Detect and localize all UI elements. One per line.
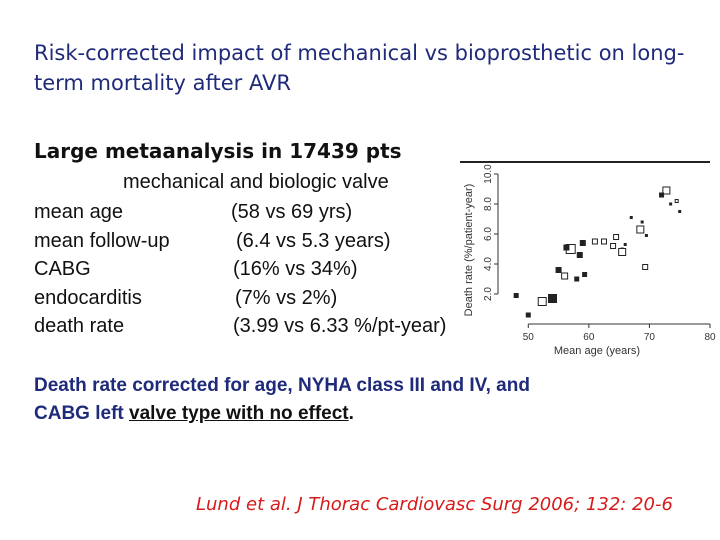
row-label-death-rate: death rate: [34, 315, 125, 337]
scatter-chart: 2.0 4.0 6.0 8.0 10.0 50 60 70 80 Death rate (%/p…: [463, 164, 716, 357]
plot-area: 2.0 4.0 6.0 8.0 10.0 50 60 70 80: [483, 164, 716, 343]
data-point: [613, 234, 620, 240]
data-point: [548, 294, 558, 303]
data-point: [644, 234, 648, 237]
data-point: [579, 240, 586, 246]
data-point: [601, 238, 607, 245]
data-point: [640, 220, 644, 224]
x-tick-label: 60: [583, 332, 595, 343]
row-value-cabg: (16% vs 34%): [233, 258, 358, 280]
row-value-mean-age: (58 vs 69 yrs): [231, 201, 353, 223]
data-point: [525, 312, 531, 318]
divider-line: [460, 161, 710, 163]
data-point: [629, 216, 633, 219]
conclusion-period: .: [348, 403, 354, 424]
data-point: [678, 210, 682, 213]
data-point: [513, 293, 519, 298]
citation: Lund et al. J Thorac Cardiovasc Surg 200…: [196, 494, 673, 515]
data-point: [623, 243, 627, 246]
conclusion-emphasis: valve type with no effect: [129, 403, 349, 424]
data-point: [591, 238, 598, 245]
row-value-follow-up: (6.4 vs 5.3 years): [236, 230, 391, 252]
row-label-endocarditis: endocarditis: [34, 287, 142, 309]
x-tick-label: 50: [523, 332, 535, 343]
y-tick-label: 4.0: [483, 257, 494, 271]
conclusion-text: Death rate corrected for age, NYHA class…: [34, 372, 704, 428]
conclusion-part-2: CABG left: [34, 403, 124, 424]
row-label-cabg: CABG: [34, 258, 91, 280]
data-point: [576, 252, 583, 258]
data-point: [659, 192, 665, 198]
conclusion-part-1: Death rate corrected for age, NYHA class…: [34, 375, 530, 396]
x-tick-label: 80: [704, 332, 716, 343]
slide-title: Risk-corrected impact of mechanical vs b…: [34, 41, 685, 95]
data-point: [669, 202, 673, 206]
data-point: [574, 276, 580, 282]
y-tick-label: 10.0: [483, 164, 494, 184]
y-tick-label: 2.0: [483, 287, 494, 301]
row-value-endocarditis: (7% vs 2%): [235, 287, 338, 309]
table-header: mechanical and biologic valve: [123, 171, 389, 193]
y-tick-label: 6.0: [483, 227, 494, 241]
data-point: [662, 186, 671, 195]
data-point: [642, 264, 649, 270]
data-point: [582, 272, 588, 277]
x-tick-label: 70: [644, 332, 656, 343]
data-point: [618, 248, 627, 256]
y-tick-label: 8.0: [483, 197, 494, 211]
row-label-follow-up: mean follow-up: [34, 230, 170, 252]
data-point: [636, 225, 645, 234]
data-point: [537, 297, 547, 306]
data-point: [555, 267, 562, 273]
row-label-mean-age: mean age: [34, 201, 123, 223]
data-point: [561, 272, 569, 280]
x-axis-label: Mean age (years): [554, 345, 640, 357]
data-point: [563, 244, 570, 251]
slide-subtitle: Large metaanalysis in 17439 pts: [34, 139, 402, 163]
data-point: [674, 199, 679, 203]
y-axis-label: Death rate (%/patient-year): [463, 184, 475, 317]
data-point: [610, 243, 617, 249]
row-value-death-rate: (3.99 vs 6.33 %/pt-year): [233, 315, 447, 337]
